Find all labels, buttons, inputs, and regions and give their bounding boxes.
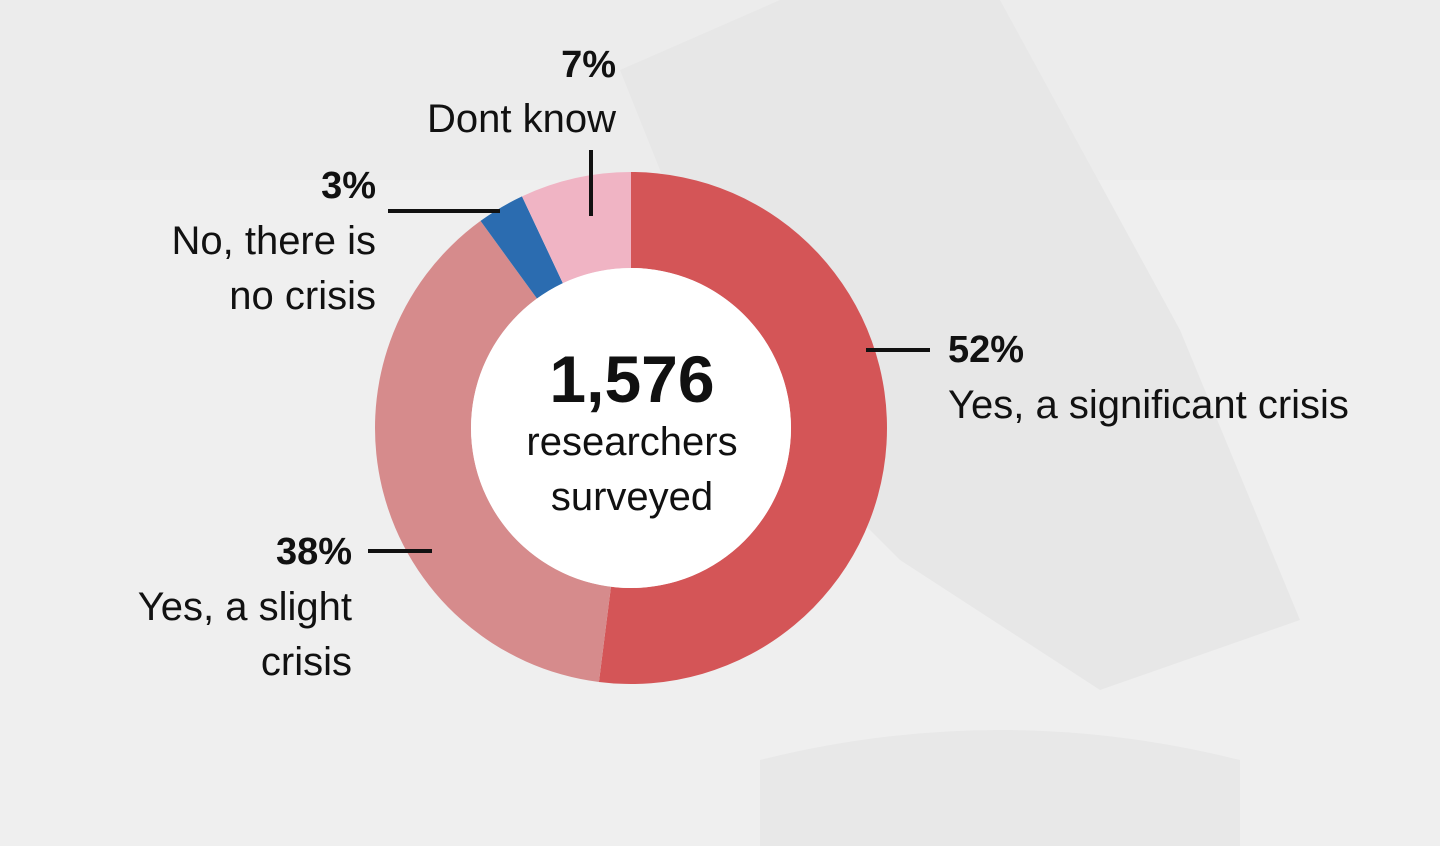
label-no-crisis-pct: 3% <box>321 165 376 207</box>
label-significant-text: Yes, a significant crisis <box>948 383 1349 427</box>
label-significant-pct: 52% <box>948 329 1024 371</box>
label-no-crisis-text-line1: No, there is <box>171 219 376 263</box>
label-slight-text-line1: Yes, a slight <box>138 585 352 629</box>
label-slight-pct: 38% <box>276 531 352 573</box>
center-label: 1,576 researchers surveyed <box>526 342 737 519</box>
center-subtitle-line2: surveyed <box>551 475 713 519</box>
label-dont-know-text: Dont know <box>427 97 616 141</box>
label-no-crisis-text-line2: no crisis <box>229 274 376 318</box>
label-dont-know: 7% Dont know <box>427 44 616 141</box>
center-subtitle-line1: researchers <box>526 420 737 464</box>
label-dont-know-pct: 7% <box>561 44 616 86</box>
label-slight-text-line2: crisis <box>261 640 352 684</box>
center-total-value: 1,576 <box>549 342 714 416</box>
